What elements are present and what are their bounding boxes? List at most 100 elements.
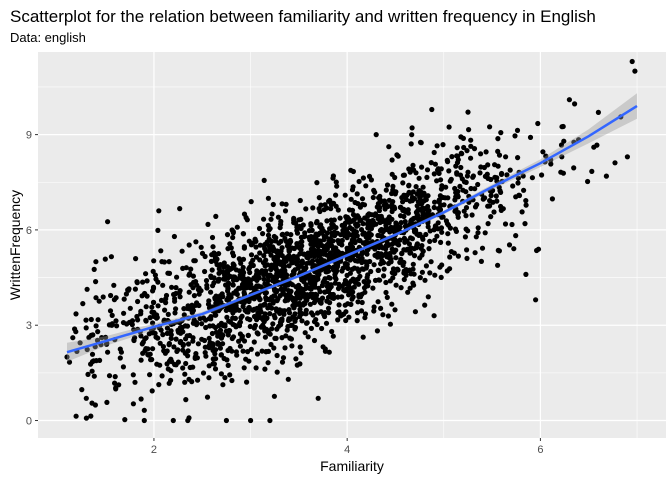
scatter-point xyxy=(427,238,433,244)
scatter-point xyxy=(269,211,275,217)
scatter-point xyxy=(329,232,335,238)
scatter-point xyxy=(350,184,356,190)
scatter-point xyxy=(589,168,595,174)
scatter-point xyxy=(466,127,472,133)
scatter-point xyxy=(173,336,179,342)
scatter-point xyxy=(298,239,304,246)
scatter-point xyxy=(325,242,331,248)
scatter-point xyxy=(287,237,293,243)
scatter-point xyxy=(207,340,213,346)
scatter-point xyxy=(195,377,201,383)
scatter-point xyxy=(200,370,207,376)
scatter-point xyxy=(154,361,160,367)
scatter-point xyxy=(451,250,457,256)
scatter-point xyxy=(378,305,384,311)
scatter-point xyxy=(591,144,597,150)
scatter-point xyxy=(177,288,183,294)
scatter-point xyxy=(632,68,638,74)
scatter-point xyxy=(366,173,373,179)
scatter-point xyxy=(273,289,279,295)
scatter-point xyxy=(392,307,398,313)
scatter-point xyxy=(447,254,453,260)
scatter-point xyxy=(408,235,414,241)
scatter-point xyxy=(407,285,413,291)
scatter-point xyxy=(375,299,381,305)
scatter-point xyxy=(143,304,149,310)
scatter-point xyxy=(262,366,268,372)
scatter-point xyxy=(145,352,151,358)
scatter-point xyxy=(270,321,276,327)
scatter-point xyxy=(180,347,186,353)
scatter-point xyxy=(347,257,353,263)
scatter-point xyxy=(297,314,303,320)
scatter-point xyxy=(240,299,246,305)
scatter-point xyxy=(265,195,271,201)
scatter-point xyxy=(464,247,470,253)
scatter-point xyxy=(402,239,408,245)
scatter-point xyxy=(354,191,360,197)
scatter-point xyxy=(417,255,423,261)
scatter-point xyxy=(216,266,222,272)
scatter-point xyxy=(121,296,127,302)
scatter-point xyxy=(291,271,297,277)
scatter-point xyxy=(411,215,417,222)
scatter-point xyxy=(382,206,388,212)
scatter-point xyxy=(247,269,253,276)
scatter-point xyxy=(290,295,296,302)
scatter-point xyxy=(322,310,328,316)
scatter-point xyxy=(225,285,231,291)
scatter-point xyxy=(398,285,404,291)
scatter-point xyxy=(559,124,565,130)
scatter-point xyxy=(468,185,474,192)
scatter-point xyxy=(444,268,450,274)
scatter-point xyxy=(408,167,414,173)
scatter-point xyxy=(247,323,253,330)
scatter-point xyxy=(432,272,438,278)
scatter-point xyxy=(165,311,171,317)
scatter-point xyxy=(155,303,161,309)
scatter-point xyxy=(256,270,262,276)
scatter-point xyxy=(253,244,259,250)
scatter-point xyxy=(93,323,99,329)
scatter-point xyxy=(296,217,302,223)
scatter-point xyxy=(259,348,265,354)
scatter-point xyxy=(336,281,342,287)
scatter-point xyxy=(172,298,178,304)
scatter-point xyxy=(495,262,501,268)
scatter-point xyxy=(271,312,277,319)
scatter-point xyxy=(240,256,247,262)
scatter-point xyxy=(197,315,203,322)
scatter-point xyxy=(458,164,464,171)
scatter-point xyxy=(333,192,339,198)
scatter-point xyxy=(360,221,366,227)
scatter-point xyxy=(261,216,267,222)
scatter-point xyxy=(403,209,409,215)
scatter-point xyxy=(421,190,427,196)
scatter-point xyxy=(319,325,325,332)
scatter-point xyxy=(359,299,365,306)
scatter-point xyxy=(470,173,476,179)
scatter-point xyxy=(491,209,497,215)
scatter-point xyxy=(291,253,297,259)
scatter-point xyxy=(311,299,317,306)
scatter-point xyxy=(423,263,429,269)
scatter-point xyxy=(265,305,271,311)
scatter-point xyxy=(282,282,288,288)
scatter-point xyxy=(193,351,199,357)
scatter-point xyxy=(166,342,172,348)
scatter-point xyxy=(281,260,287,266)
scatter-point xyxy=(199,321,205,327)
scatter-point xyxy=(337,215,343,221)
scatter-point xyxy=(99,335,105,341)
scatter-point xyxy=(460,135,466,141)
x-axis-title: Familiarity xyxy=(320,458,384,474)
scatter-point xyxy=(543,153,549,159)
scatter-point xyxy=(149,309,155,315)
scatter-point xyxy=(308,325,314,331)
scatter-point xyxy=(457,183,463,189)
scatter-point xyxy=(202,344,208,350)
scatter-point xyxy=(144,293,150,299)
scatter-point xyxy=(360,334,366,340)
scatter-point xyxy=(221,260,227,266)
scatter-point xyxy=(549,196,556,202)
